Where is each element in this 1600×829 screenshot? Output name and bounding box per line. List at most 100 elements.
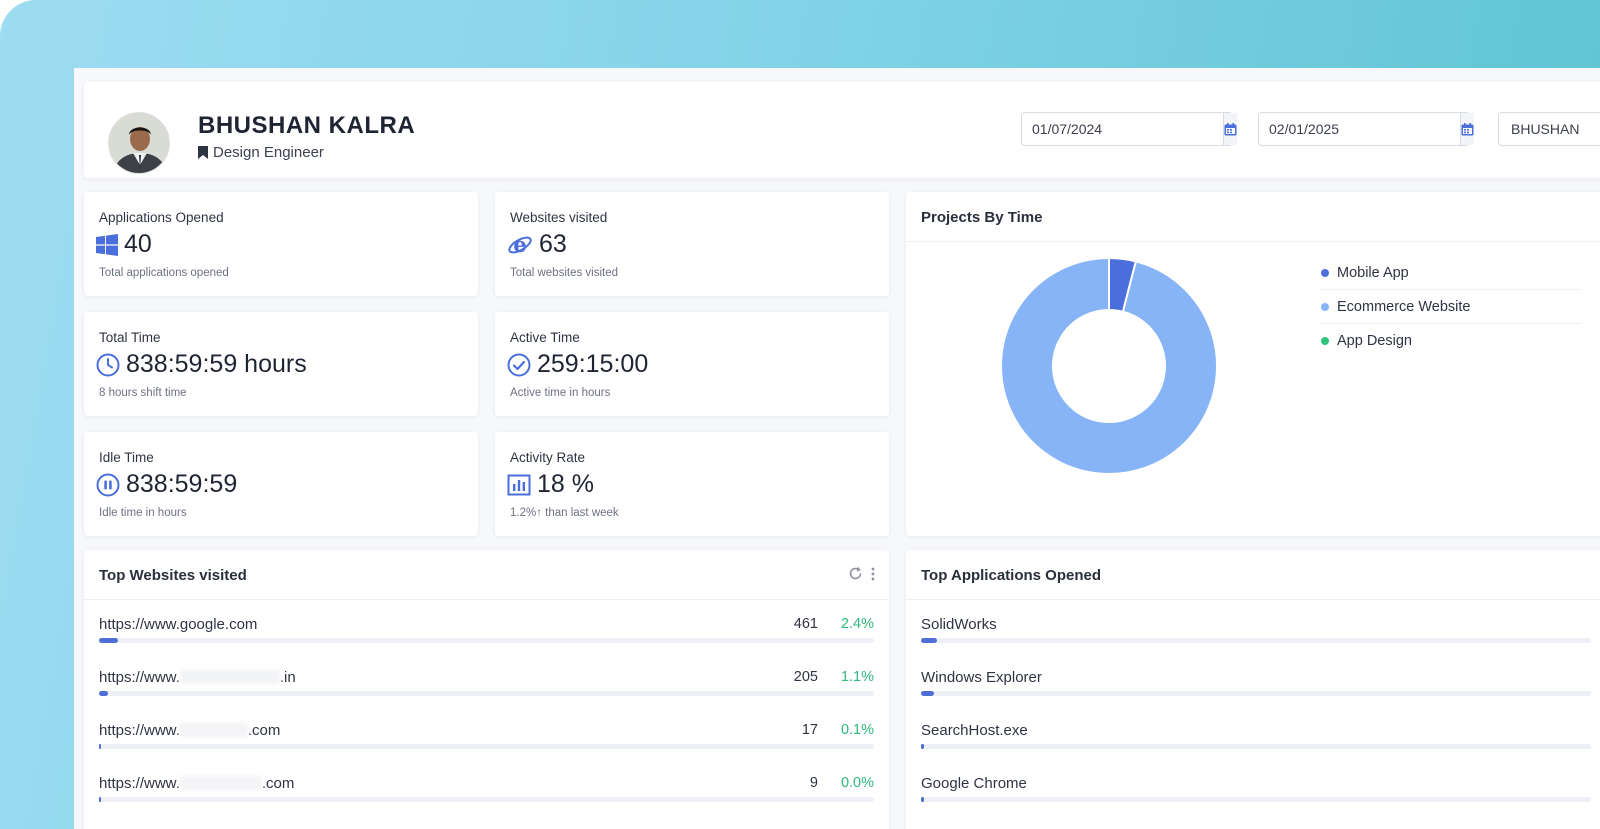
progress-track xyxy=(99,691,874,696)
stat-subtext: Total websites visited xyxy=(510,267,619,279)
progress-track xyxy=(99,797,874,802)
calendar-icon xyxy=(1461,122,1474,135)
top-websites-card: Top Websites visited https://www.google.… xyxy=(84,550,889,829)
progress-fill xyxy=(921,691,935,696)
card-title: Projects By Time xyxy=(921,209,1043,226)
profile-name: BHUSHAN KALRA xyxy=(198,112,416,139)
stat-label: Websites visited xyxy=(510,210,608,225)
stat-idle-time: Idle Time 838:59:59 Idle time in hours xyxy=(84,432,478,536)
stat-label: Idle Time xyxy=(99,450,154,465)
website-percent: 1.1% xyxy=(840,669,874,685)
stat-total-time: Total Time 838:59:59 hours 8 hours shift… xyxy=(84,312,478,416)
website-percent: 0.0% xyxy=(840,775,874,791)
redacted-text xyxy=(179,670,280,684)
legend-label: Ecommerce Website xyxy=(1337,298,1471,315)
application-name: SolidWorks xyxy=(921,616,997,633)
divider xyxy=(906,241,1600,242)
progress-fill xyxy=(99,638,118,643)
end-date-picker[interactable] xyxy=(1258,112,1474,146)
calendar-icon xyxy=(1224,122,1237,135)
windows-icon xyxy=(96,233,118,256)
stat-value: 18 % xyxy=(537,470,594,498)
legend-item-mobile-app[interactable]: Mobile App xyxy=(1321,256,1581,290)
application-name: SearchHost.exe xyxy=(921,722,1028,739)
profile-role: Design Engineer xyxy=(198,144,324,161)
website-url-suffix: .in xyxy=(279,669,296,686)
end-date-calendar-button[interactable] xyxy=(1460,113,1474,145)
website-url: https://www. .com xyxy=(99,722,280,739)
dashboard: BHUSHAN KALRA Design Engineer BHUSHAN Ap… xyxy=(74,68,1600,829)
progress-track xyxy=(921,638,1591,643)
top-applications-card: Top Applications Opened SolidWorks Windo… xyxy=(906,550,1600,829)
stat-label: Active Time xyxy=(510,330,580,345)
progress-fill xyxy=(99,744,101,749)
website-count: 205 xyxy=(793,669,818,685)
stat-active-time: Active Time 259:15:00 Active time in hou… xyxy=(495,312,889,416)
legend-item-ecommerce-website[interactable]: Ecommerce Website xyxy=(1321,290,1581,324)
progress-fill xyxy=(99,797,101,802)
divider xyxy=(906,599,1600,600)
application-name: Google Chrome xyxy=(921,775,1027,792)
progress-fill xyxy=(99,691,108,696)
progress-fill xyxy=(921,638,938,643)
website-url-prefix: https://www. xyxy=(99,722,180,739)
progress-fill xyxy=(921,797,924,802)
legend-label: Mobile App xyxy=(1337,264,1409,281)
stat-subtext: Idle time in hours xyxy=(99,507,187,519)
chart-legend: Mobile App Ecommerce Website App Design xyxy=(1321,256,1581,358)
start-date-picker[interactable] xyxy=(1021,112,1237,146)
pause-circle-icon xyxy=(96,473,120,496)
stat-subtext: Total applications opened xyxy=(99,267,229,279)
card-title: Top Applications Opened xyxy=(921,567,1101,584)
progress-track xyxy=(921,744,1591,749)
legend-dot xyxy=(1321,302,1329,311)
start-date-calendar-button[interactable] xyxy=(1223,113,1237,145)
stat-websites-visited: Websites visited e 63 Total websites vis… xyxy=(495,192,889,296)
website-url-prefix: https://www. xyxy=(99,669,180,686)
website-url-suffix: .com xyxy=(261,775,295,792)
bar-chart-icon xyxy=(507,474,531,495)
legend-dot xyxy=(1321,268,1329,277)
stat-label: Activity Rate xyxy=(510,450,586,465)
clock-icon xyxy=(96,353,120,376)
stat-activity-rate: Activity Rate 18 % 1.2%↑ than last week xyxy=(495,432,889,536)
website-count: 461 xyxy=(793,616,818,632)
website-url-suffix: .com xyxy=(247,722,281,739)
refresh-icon[interactable] xyxy=(848,566,863,581)
website-url: https://www. .com xyxy=(99,775,294,792)
redacted-text xyxy=(179,776,262,790)
website-percent: 2.4% xyxy=(840,616,874,632)
progress-track xyxy=(921,691,1591,696)
website-url: https://www. .in xyxy=(99,669,296,686)
stat-subtext: 8 hours shift time xyxy=(99,387,187,399)
profile-header: BHUSHAN KALRA Design Engineer BHUSHAN xyxy=(84,82,1600,178)
bookmark-icon xyxy=(198,146,208,159)
stat-value: 63 xyxy=(539,230,567,258)
application-name: Windows Explorer xyxy=(921,669,1042,686)
projects-by-time-card: Projects By Time Mobile App Ecommerce We… xyxy=(906,192,1600,536)
start-date-input[interactable] xyxy=(1022,113,1223,145)
progress-fill xyxy=(921,744,924,749)
website-percent: 0.1% xyxy=(840,722,874,738)
stat-applications-opened: Applications Opened 40 Total application… xyxy=(84,192,478,296)
stat-value: 40 xyxy=(124,230,152,258)
progress-track xyxy=(99,744,874,749)
more-vertical-icon[interactable] xyxy=(871,567,875,581)
donut-slice-ecommerce-website[interactable] xyxy=(1000,256,1218,475)
redacted-text xyxy=(179,723,248,737)
stat-value: 838:59:59 xyxy=(126,470,238,498)
internet-explorer-icon: e xyxy=(508,232,532,257)
stat-label: Total Time xyxy=(99,330,161,345)
legend-label: App Design xyxy=(1337,333,1412,349)
user-select[interactable]: BHUSHAN xyxy=(1498,112,1600,146)
progress-track xyxy=(921,797,1591,802)
progress-track xyxy=(99,638,874,643)
divider xyxy=(84,599,889,600)
end-date-input[interactable] xyxy=(1259,113,1460,145)
website-url: https://www.google.com xyxy=(99,616,257,633)
stat-label: Applications Opened xyxy=(99,210,224,225)
website-count: 9 xyxy=(809,775,818,791)
svg-text:e: e xyxy=(513,232,526,257)
stat-value: 838:59:59 hours xyxy=(126,350,307,378)
legend-item-app-design[interactable]: App Design xyxy=(1321,324,1581,358)
